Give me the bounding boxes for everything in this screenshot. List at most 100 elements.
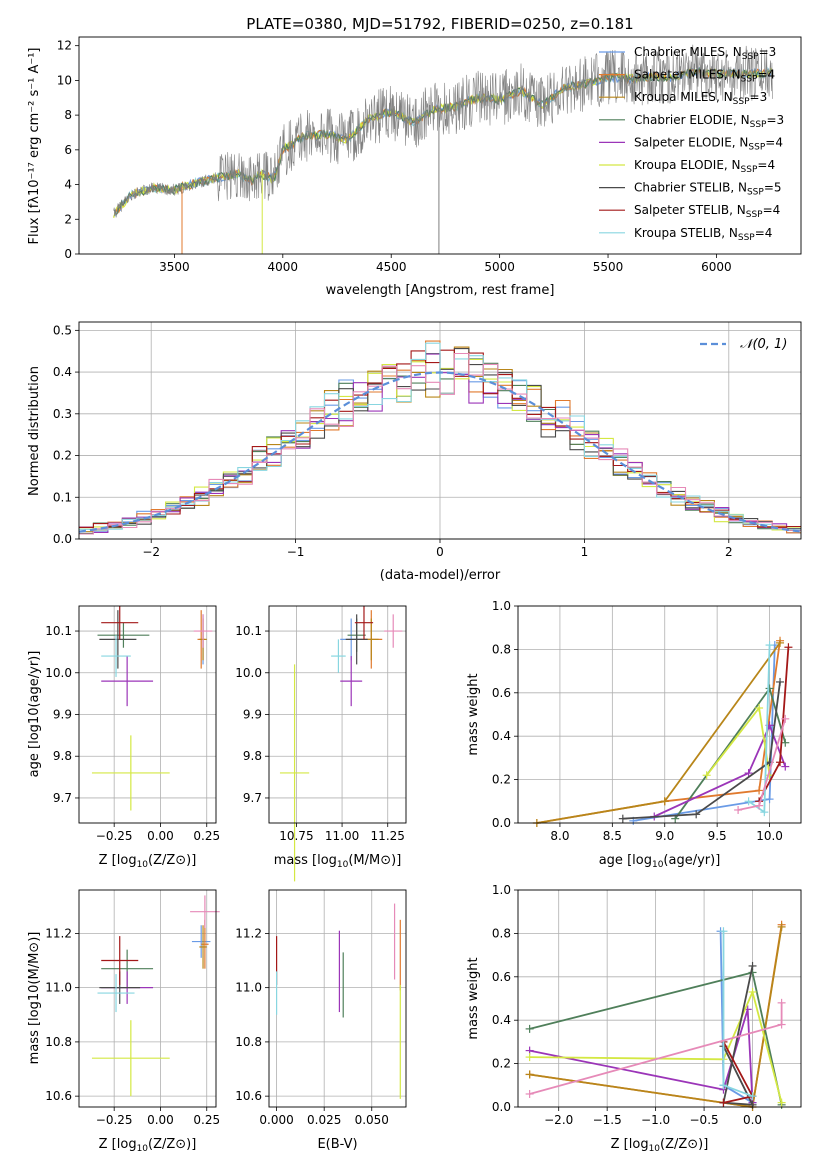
y-tick-label: 0.6 [492,686,511,700]
mass-weight-marker [525,1089,534,1098]
y-tick-label: 0.4 [53,365,72,379]
plot-area-massweight-vs-age [532,636,793,827]
error-bar-point [97,622,150,648]
x-tick-label: 0.00 [147,829,174,843]
legend-entry: Kroupa ELODIE, NSSP=4 [634,158,775,175]
residual-histogram [79,352,801,535]
error-bar-point [279,664,310,882]
error-bar-point [331,639,346,673]
y-tick-label: 0.3 [53,407,72,421]
y-tick-label: 9.9 [243,708,262,722]
y-tick-label: 10.0 [45,666,72,680]
mass-weight-marker [525,1024,534,1033]
y-tick-label: 10.1 [45,624,72,638]
mass-weight-marker [765,684,774,693]
error-bar-point [354,606,374,640]
legend-entry: Salpeter STELIB, NSSP=4 [634,203,780,220]
axes-spectrum: 3500 4000 4500 5000 5500 6000 0 2 4 6 8 10 12 Chabrie… [27,36,802,298]
axes-mass-vs-ebv: 0.000 0.025 0.050 10.6 10.8 11.0 11.2 E(B-V) [235,889,407,1152]
normal-reference-curve [78,371,802,533]
y-tick-label: 2 [64,212,72,226]
x-tick-label: −0.25 [96,829,133,843]
x-tick-label: 0.25 [193,1113,220,1127]
y-tick-label: 6 [64,143,72,157]
y-tick-label: 10.8 [45,1035,72,1049]
x-tick-label: 2 [725,545,733,559]
mass-weight-marker [692,810,701,819]
mass-weight-line [722,965,755,1106]
y-tick-label: 0.2 [492,1057,511,1071]
y-tick-label: 10.8 [235,1035,262,1049]
y-tick-label: 9.8 [243,749,262,763]
observed-spectrum-line [113,44,773,218]
error-bar-point [97,974,135,1013]
y-tick-label: 0.4 [492,729,511,743]
mass-weight-marker [719,927,728,936]
error-bar-point [101,606,139,640]
y-tick-label: 9.8 [53,749,72,763]
error-bar-point [101,635,131,677]
y-tick-label: 0.6 [492,970,511,984]
x-axis-label: E(B-V) [317,1137,357,1152]
y-tick-label: 10.6 [45,1089,72,1103]
x-tick-label: −1.0 [641,1113,670,1127]
y-tick-label: 10.0 [235,666,262,680]
axes-frame [517,605,802,824]
x-tick-label: 0 [436,545,444,559]
y-tick-label: 11.0 [235,981,262,995]
y-axis-label: mass weight [466,957,481,1039]
error-bar-point [91,1020,170,1097]
mass-weight-marker [702,771,711,780]
error-bar-point [340,656,363,707]
y-axis-label: mass [log10(M/M⊙)] [27,932,42,1065]
error-bar-point [384,614,403,648]
mass-weight-marker [525,1070,534,1079]
x-tick-label: 11.00 [325,829,359,843]
mass-weight-marker [748,1092,757,1101]
x-tick-label: 0.25 [193,829,220,843]
y-tick-label: 11.2 [235,926,262,940]
axes-residuals: −2 −1 0 1 2 0.0 0.1 0.2 0.3 0.4 0.5 𝒩(0, 1) (data-mo… [27,321,802,583]
axes-frame [78,889,217,1108]
y-tick-label: 10.1 [235,624,262,638]
mass-weight-marker [755,703,764,712]
residual-legend: 𝒩(0, 1) [700,337,787,352]
x-tick-label: 4500 [376,260,407,274]
plot-area-spectrum [113,44,773,254]
mass-weight-marker [777,1098,786,1107]
axes-frame [268,889,407,1108]
mass-weight-marker [719,1081,728,1090]
mass-weight-marker [660,797,669,806]
y-tick-label: 1.0 [492,883,511,897]
x-tick-label: 5500 [593,260,624,274]
x-tick-label: 0.0 [743,1113,762,1127]
mass-weight-marker [776,677,785,686]
y-tick-label: 9.9 [53,708,72,722]
error-bar-point [91,735,170,811]
legend-entry: Chabrier STELIB, NSSP=5 [634,181,782,198]
x-tick-label: 8.0 [550,829,569,843]
mass-weight-marker [777,1020,786,1029]
y-tick-label: 1.0 [492,599,511,613]
y-tick-label: 12 [57,39,72,53]
y-tick-label: 10.6 [235,1089,262,1103]
y-axis-label: mass weight [466,673,481,755]
mass-weight-marker [781,714,790,723]
mass-weight-marker [781,738,790,747]
plot-area-mass-vs-Z [91,895,220,1097]
axes-frame [517,889,802,1108]
axes-massweight-vs-age: 8.0 8.5 9.0 9.5 10.0 0.0 0.2 0.4 0.6 0.8 1.0 age [l… [466,599,802,870]
x-tick-label: 0.00 [147,1113,174,1127]
y-axis-label: Flux [fλ10⁻¹⁷ erg cm⁻² s⁻¹ A⁻¹] [27,48,42,245]
x-tick-label: −2 [142,545,160,559]
error-bar-point [99,610,137,669]
y-tick-label: 9.7 [243,791,262,805]
mass-weight-marker [618,814,627,823]
y-tick-label: 0.2 [53,449,72,463]
legend-entry: Salpeter MILES, NSSP=4 [634,68,775,85]
x-tick-label: 11.25 [371,829,405,843]
x-axis-label: wavelength [Angstrom, rest frame] [326,283,555,298]
residual-histogram [79,346,801,533]
